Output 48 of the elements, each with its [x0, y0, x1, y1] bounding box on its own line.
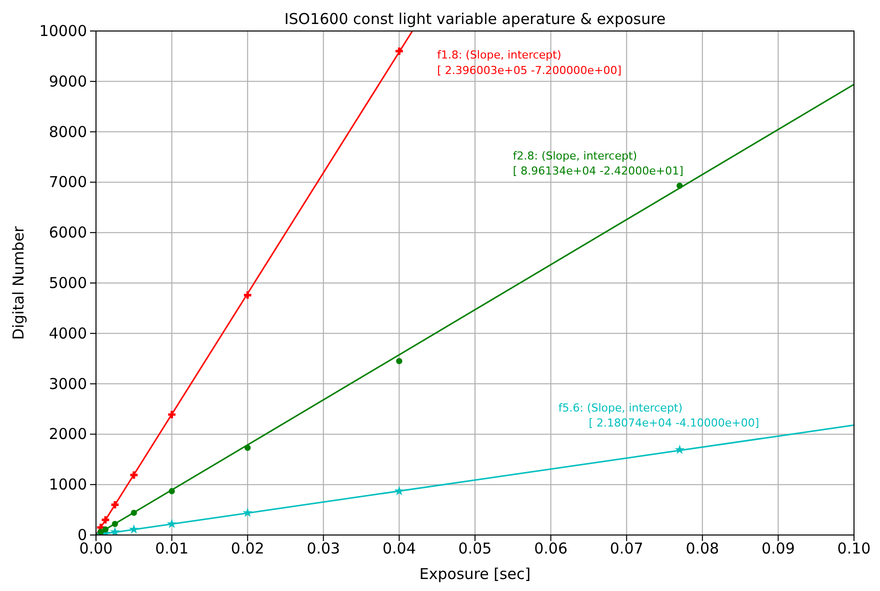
point [676, 182, 683, 189]
point [130, 471, 138, 479]
y-tick-label: 5000 [48, 274, 87, 292]
annotation: [ 8.96134e+04 -2.42000e+01] [512, 164, 684, 178]
x-tick-label: 0.07 [610, 540, 644, 558]
x-tick-label: 0.04 [382, 540, 416, 558]
chart-title: ISO1600 const light variable aperature & exposure [283, 10, 667, 28]
x-tick-label: 0.08 [686, 540, 720, 558]
annotation: f1.8: (Slope, intercept) [437, 48, 562, 62]
point [112, 520, 118, 527]
y-tick-label: 4000 [48, 324, 87, 342]
y-tick-label: 10000 [39, 22, 87, 40]
point [168, 410, 176, 418]
x-tick-label: 0.02 [230, 540, 264, 558]
y-tick-label: 2000 [48, 425, 87, 444]
y-axis-title: Digital Number [9, 225, 28, 340]
x-tick-label: 0.03 [306, 540, 340, 558]
point [242, 508, 253, 518]
x-tick-label: 0.09 [761, 540, 795, 558]
annotation: f5.6: (Slope, intercept) [558, 402, 683, 415]
point [168, 488, 175, 494]
point [110, 526, 120, 535]
x-tick-label: 0.01 [155, 540, 189, 558]
point [244, 444, 251, 451]
x-tick-label: 0.05 [458, 540, 492, 558]
point [396, 358, 402, 364]
x-tick-label: 0.06 [534, 540, 568, 558]
point [130, 510, 137, 516]
y-tick-label: 7000 [48, 173, 87, 192]
y-tick-label: 3000 [48, 374, 87, 393]
point [111, 501, 119, 508]
annotation: [ 2.18074e+04 -4.10000e+00] [588, 416, 760, 430]
point [244, 291, 252, 299]
point [396, 47, 403, 55]
annotation: f2.8: (Slope, intercept) [512, 150, 638, 163]
x-tick-label: 0.10 [837, 540, 871, 558]
point [674, 444, 685, 454]
point [394, 486, 404, 496]
point [128, 524, 139, 534]
point [102, 516, 110, 524]
y-tick-label: 6000 [48, 224, 87, 242]
x-tick-label: 0.00 [79, 540, 113, 558]
y-tick-label: 9000 [48, 72, 87, 90]
y-tick-label: 8000 [48, 122, 87, 141]
y-tick-label: 1000 [48, 476, 87, 494]
annotation: [ 2.396003e+05 -7.200000e+00] [437, 64, 622, 77]
point [166, 518, 177, 528]
x-axis-title: Exposure [sec] [419, 565, 531, 583]
